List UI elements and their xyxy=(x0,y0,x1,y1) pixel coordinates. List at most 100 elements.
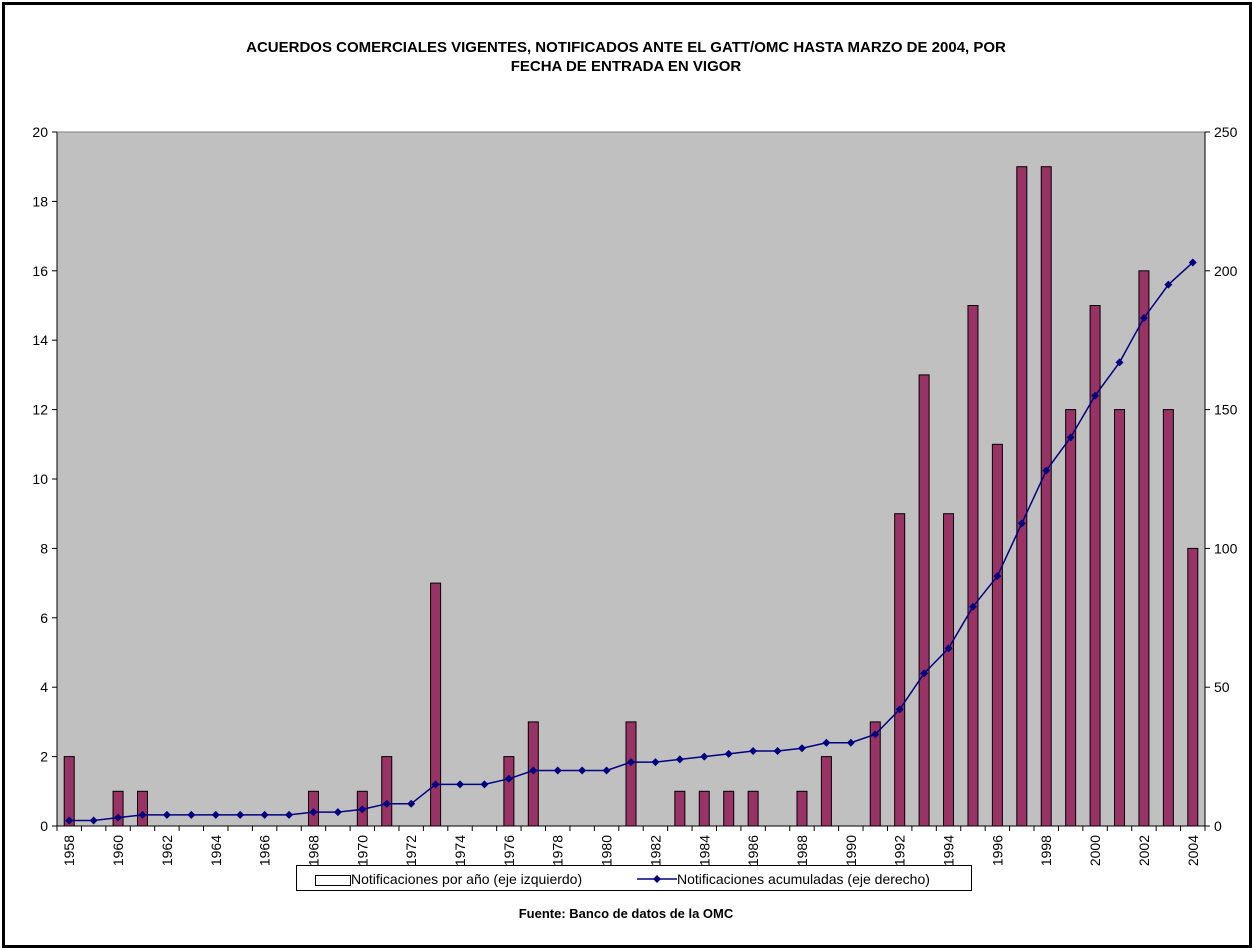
line-point-2001 xyxy=(1115,358,1124,367)
bar-1989 xyxy=(820,756,832,827)
line-point-1995 xyxy=(968,602,977,611)
source-note: Fuente: Banco de datos de la OMC xyxy=(518,906,734,921)
bar-2002 xyxy=(1138,270,1150,827)
y-left-tick-label: 8 xyxy=(40,540,48,556)
line-point-2002 xyxy=(1139,313,1148,322)
line-point-1979 xyxy=(578,766,587,775)
bar-2001 xyxy=(1114,409,1126,827)
line-point-1989 xyxy=(822,738,831,747)
line-point-1992 xyxy=(895,705,904,714)
line-point-1970 xyxy=(358,805,367,814)
line-point-1999 xyxy=(1066,433,1075,442)
y-left-tick-label: 2 xyxy=(40,749,48,765)
y-right-tick-label: 250 xyxy=(1214,124,1238,140)
y-left-tick-label: 4 xyxy=(40,679,48,695)
bar-1961 xyxy=(136,790,148,827)
bar-2003 xyxy=(1162,409,1174,827)
bar-1981 xyxy=(625,721,637,827)
line-point-1996 xyxy=(993,572,1002,581)
x-tick-label: 1984 xyxy=(696,835,712,866)
bar-1998 xyxy=(1040,166,1052,827)
bar-1958 xyxy=(63,756,75,827)
bar-1983 xyxy=(674,790,686,827)
line-layer xyxy=(65,258,1197,825)
x-tick-label: 1980 xyxy=(599,835,615,866)
line-point-1974 xyxy=(456,780,465,789)
plot-area xyxy=(56,131,1206,827)
x-tick-label: 1978 xyxy=(550,835,566,866)
line-point-1958 xyxy=(65,816,74,825)
x-tick-label: 2002 xyxy=(1136,835,1152,866)
line-point-1987 xyxy=(773,747,782,756)
y-right-tick-label: 50 xyxy=(1214,679,1230,695)
bar-1984 xyxy=(698,790,710,827)
chart-title-line-1: ACUERDOS COMERCIALES VIGENTES, NOTIFICAD… xyxy=(246,39,1006,56)
bar-2000 xyxy=(1089,305,1101,827)
x-tick-label: 1964 xyxy=(208,835,224,866)
y-left-tick-label: 0 xyxy=(40,818,48,834)
line-point-1969 xyxy=(333,808,342,817)
x-tick-label: 1988 xyxy=(794,835,810,866)
line-point-2000 xyxy=(1091,391,1100,400)
x-tick-label: 1986 xyxy=(745,835,761,866)
line-point-1991 xyxy=(871,730,880,739)
line-point-1977 xyxy=(529,766,538,775)
y-left-tick-label: 18 xyxy=(32,193,48,209)
legend: Notificaciones por año (eje izquierdo) N… xyxy=(296,865,972,891)
x-tick-label: 1990 xyxy=(843,835,859,866)
line-point-1997 xyxy=(1017,519,1026,528)
x-tick-label: 1998 xyxy=(1038,835,1054,866)
line-point-1994 xyxy=(944,644,953,653)
line-point-1975 xyxy=(480,780,489,789)
bar-1973 xyxy=(430,582,442,827)
line-point-1960 xyxy=(114,813,123,822)
line-point-1961 xyxy=(138,810,147,819)
x-tick-label: 1968 xyxy=(305,835,321,866)
line-point-1998 xyxy=(1042,466,1051,475)
line-point-1959 xyxy=(89,816,98,825)
line-point-1981 xyxy=(627,758,635,767)
line-point-1971 xyxy=(382,799,391,808)
legend-swatch-line xyxy=(637,875,677,883)
bar-1971 xyxy=(381,756,393,827)
bars-layer xyxy=(63,166,1199,827)
bar-1994 xyxy=(943,513,955,827)
bar-1997 xyxy=(1016,166,1028,827)
bar-2004 xyxy=(1187,547,1199,827)
line-point-1982 xyxy=(651,758,660,767)
line-point-1983 xyxy=(675,755,684,764)
x-tick-label: 1962 xyxy=(159,835,175,866)
y-left-tick-label: 6 xyxy=(40,610,48,626)
bar-1999 xyxy=(1065,409,1077,827)
y-right-tick-label: 100 xyxy=(1214,540,1238,556)
line-point-1978 xyxy=(553,766,562,775)
line-point-1990 xyxy=(846,738,855,747)
line-point-1967 xyxy=(285,810,294,819)
line-point-1984 xyxy=(700,752,709,761)
line-point-1966 xyxy=(260,810,269,819)
y-right-tick-label: 0 xyxy=(1214,818,1222,834)
y-right-tick-label: 150 xyxy=(1214,402,1238,418)
x-tick-label: 1992 xyxy=(892,835,908,866)
x-tick-label: 1974 xyxy=(452,835,468,866)
x-tick-label: 2004 xyxy=(1185,835,1201,866)
line-point-1986 xyxy=(749,747,758,756)
line-point-1962 xyxy=(162,810,171,819)
bar-1988 xyxy=(796,790,808,827)
line-point-1973 xyxy=(431,780,440,789)
legend-swatch-bars xyxy=(315,875,351,886)
x-tick-label: 1982 xyxy=(647,835,663,866)
bar-1976 xyxy=(503,756,515,827)
chart-title: ACUERDOS COMERCIALES VIGENTES, NOTIFICAD… xyxy=(0,38,1252,76)
x-tick-label: 1976 xyxy=(501,835,517,866)
x-tick-label: 2000 xyxy=(1087,835,1103,866)
line-point-1993 xyxy=(920,669,929,678)
bar-1995 xyxy=(967,305,979,827)
y-left-tick-label: 16 xyxy=(32,263,48,279)
line-point-1964 xyxy=(211,810,220,819)
legend-label-line: Notificaciones acumuladas (eje derecho) xyxy=(677,871,930,887)
y-left-tick-label: 10 xyxy=(32,471,48,487)
line-point-1976 xyxy=(504,774,513,783)
x-tick-label: 1996 xyxy=(989,835,1005,866)
